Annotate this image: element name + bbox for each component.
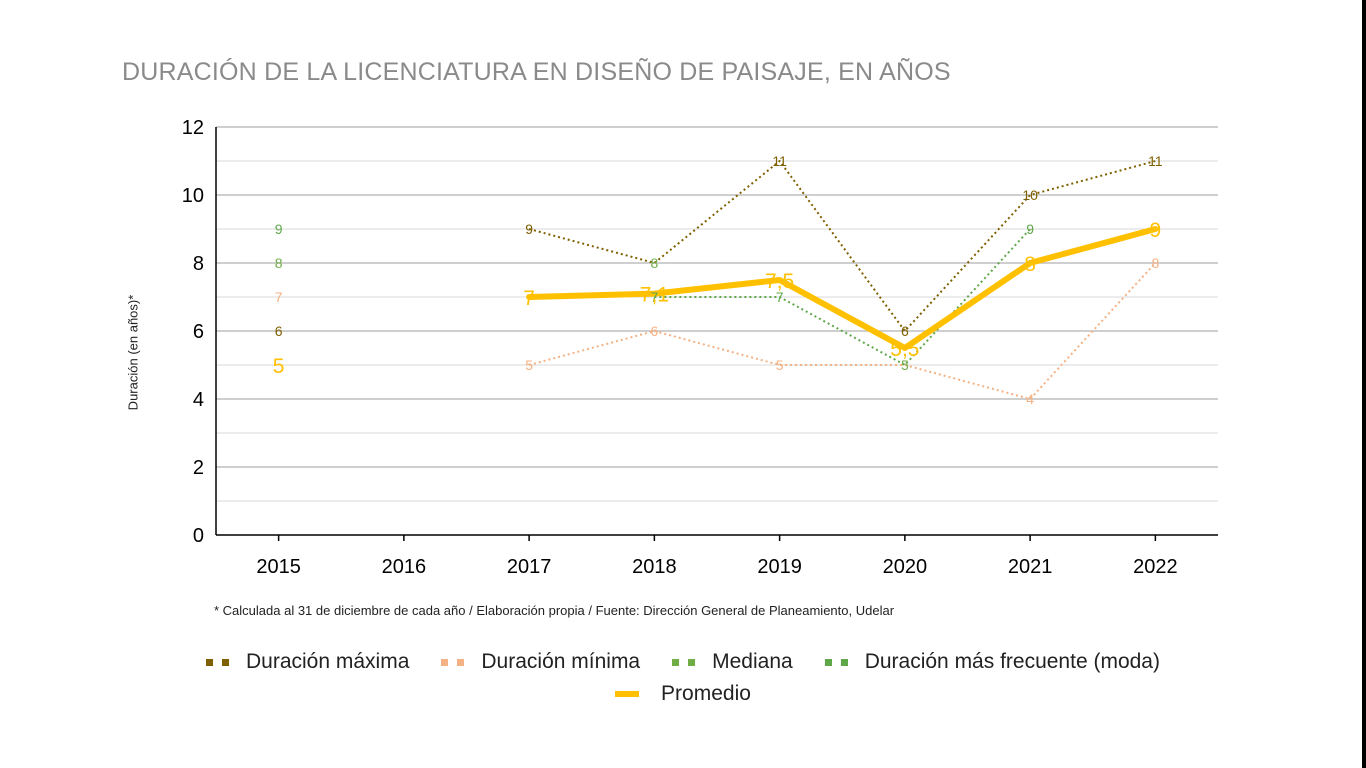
data-label: 11: [772, 153, 787, 169]
data-label: 8: [1151, 255, 1159, 271]
legend-swatch-icon: [206, 658, 232, 666]
legend-swatch-icon: [615, 691, 640, 697]
axes: 0 2 4 6 8 10 12 2015 2016 2017 2018 2019 2020 2021 202…: [182, 117, 1218, 578]
legend-label: Duración máxima: [246, 650, 410, 673]
legend-row: Duración máxima Duración mínima Mediana Dur…: [0, 646, 1366, 678]
legend-swatch-icon: [824, 658, 851, 666]
grid-lines: [216, 126, 1218, 502]
data-label: 5: [273, 355, 285, 378]
data-label: 5: [776, 357, 784, 373]
legend: Duración máxima Duración mínima Mediana Dur…: [0, 646, 1366, 710]
x-tick-label: 2021: [1008, 556, 1053, 578]
data-label: 5: [901, 357, 909, 373]
legend-row: Promedio: [0, 678, 1366, 710]
data-label: 9: [1150, 219, 1162, 242]
legend-label: Duración mínima: [481, 650, 641, 673]
y-tick-label: 12: [182, 117, 204, 139]
data-label: 10: [1022, 187, 1038, 203]
legend-label: Promedio: [661, 682, 751, 705]
legend-swatch-icon: [672, 658, 699, 666]
data-label: 8: [275, 255, 283, 271]
series-lines: [526, 160, 1159, 400]
data-label: 7: [650, 289, 658, 305]
legend-item: Mediana: [672, 650, 793, 674]
x-tick-label: 2018: [632, 556, 677, 578]
legend-label: Duración más frecuente (moda): [864, 650, 1160, 673]
data-label: 9: [525, 221, 533, 237]
data-label: 7: [776, 289, 784, 305]
chart-title: DURACIÓN DE LA LICENCIATURA EN DISEÑO DE…: [122, 58, 951, 86]
data-label: 7,1: [640, 284, 669, 307]
y-tick-label: 4: [193, 389, 204, 411]
legend-item: Duración mínima: [441, 650, 640, 674]
legend-swatch-icon: [441, 658, 468, 666]
x-tick-label: 2016: [382, 556, 427, 578]
legend-item: Duración máxima: [206, 650, 409, 674]
data-label: 5,5: [890, 338, 919, 361]
series-line: [528, 262, 1157, 400]
series-line: [526, 226, 1159, 351]
x-tick-label: 2015: [256, 556, 301, 578]
legend-item: Duración más frecuente (moda): [824, 650, 1160, 674]
right-border: [1362, 0, 1366, 768]
data-label: 7: [523, 287, 535, 310]
y-tick-label: 6: [193, 321, 204, 343]
data-label: 7: [275, 289, 283, 305]
legend-item: Promedio: [615, 682, 751, 706]
x-tick-label: 2017: [507, 556, 552, 578]
legend-label: Mediana: [712, 650, 793, 673]
data-label: 9: [275, 221, 283, 237]
footnote: * Calculada al 31 de diciembre de cada a…: [214, 603, 895, 618]
data-label: 8: [650, 255, 658, 271]
x-tick-label: 2019: [757, 556, 802, 578]
series-line: [528, 160, 1156, 332]
data-label: 11: [1148, 153, 1163, 169]
data-label: 6: [275, 323, 283, 339]
data-label: 9: [1026, 221, 1034, 237]
data-label: 6: [650, 323, 658, 339]
data-label: 4: [1026, 391, 1034, 407]
x-tick-label: 2020: [883, 556, 928, 578]
data-label: 6: [901, 323, 909, 339]
data-label: 7,5: [765, 270, 794, 293]
data-label: 8: [1024, 253, 1036, 276]
x-tick-label: 2022: [1133, 556, 1178, 578]
y-tick-label: 8: [193, 253, 204, 275]
y-tick-label: 0: [193, 525, 204, 547]
y-tick-label: 2: [193, 457, 204, 479]
data-label: 5: [525, 357, 533, 373]
y-tick-label: 10: [182, 185, 204, 207]
series-line: [654, 228, 1031, 366]
